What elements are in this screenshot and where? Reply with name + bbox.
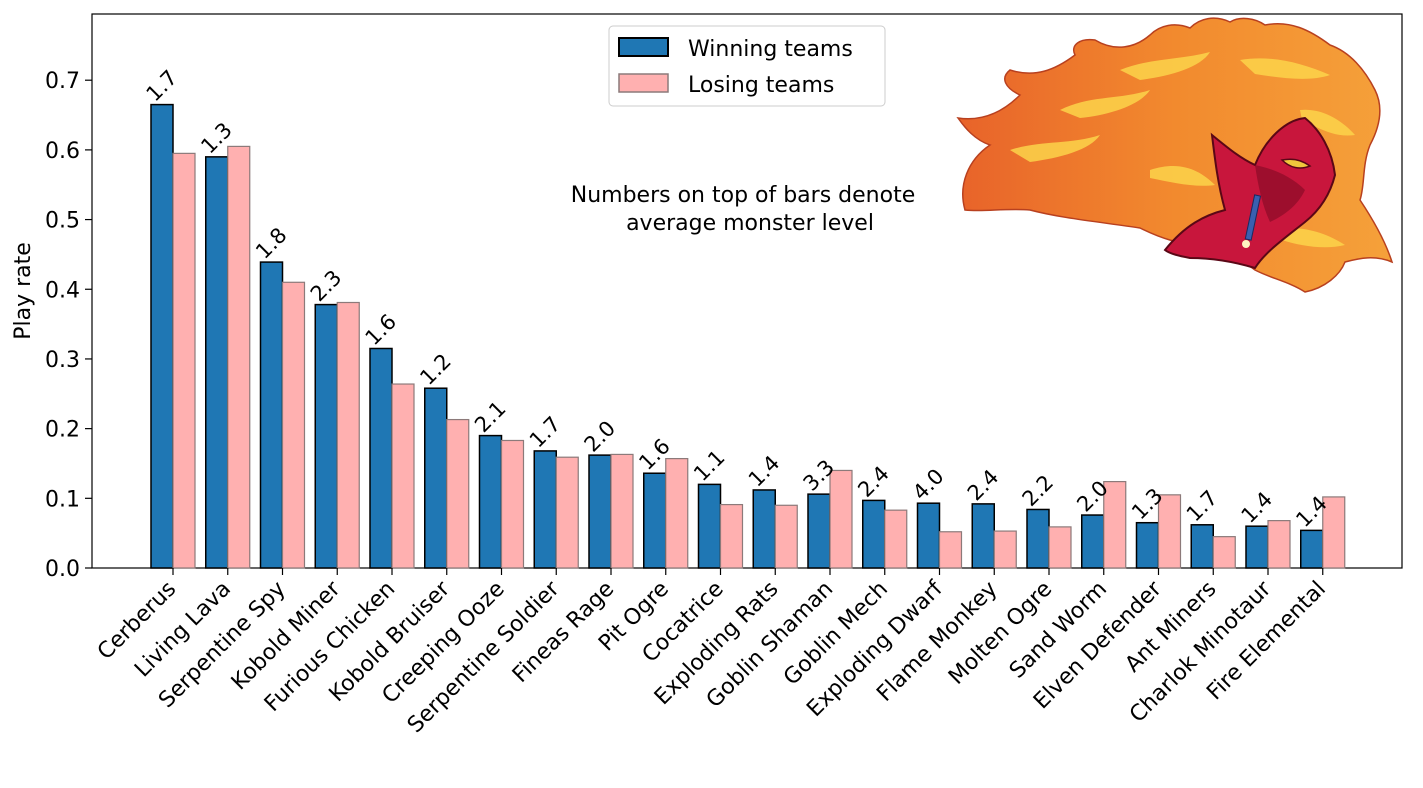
- demon-wand: [1244, 194, 1262, 241]
- bar-value-label: 2.2: [1018, 470, 1059, 511]
- bar-winning: [643, 472, 667, 569]
- bar-value-label: 1.1: [689, 445, 730, 486]
- bars: [150, 103, 1346, 569]
- bar-winning: [1135, 521, 1160, 569]
- bar-winning: [478, 434, 503, 569]
- bar-value-label: 1.6: [361, 309, 402, 350]
- y-tick-label: 0.4: [45, 278, 80, 303]
- bar-value-label: 1.4: [744, 451, 785, 492]
- bar-losing: [1212, 536, 1236, 569]
- bar-losing: [336, 301, 360, 569]
- fire-demon-illustration: [956, 17, 1394, 293]
- bar-losing: [719, 503, 744, 569]
- bar-winning: [1081, 514, 1105, 569]
- bar-value-label: 1.7: [525, 412, 566, 453]
- legend: Winning teams Losing teams: [608, 25, 886, 107]
- legend-swatch-losing: [618, 73, 669, 93]
- bar-winning: [752, 489, 776, 569]
- y-tick-label: 0.5: [45, 209, 80, 234]
- legend-box: [608, 25, 886, 107]
- bar-losing: [555, 456, 579, 569]
- y-tick-label: 0.1: [45, 487, 80, 512]
- annotation-line-2: average monster level: [626, 211, 874, 236]
- annotation-line-1: Numbers on top of bars denote: [571, 183, 915, 208]
- wand-spark: [1242, 240, 1250, 248]
- bar-winning: [150, 103, 174, 569]
- bar-losing: [446, 418, 470, 569]
- bar-winning: [1300, 529, 1324, 569]
- bar-losing: [1048, 526, 1072, 569]
- demon-body: [1163, 116, 1337, 270]
- bar-value-label: 1.2: [415, 349, 456, 390]
- bar-winning: [807, 493, 831, 569]
- bar-winning: [1026, 508, 1050, 569]
- y-axis-label: Play rate: [11, 242, 36, 340]
- plot-area: [91, 13, 1403, 569]
- bar-value-label: 2.4: [963, 465, 1004, 506]
- y-tick-label: 0.3: [45, 348, 80, 373]
- bar-winning: [697, 483, 722, 569]
- y-tick-label: 0.0: [45, 557, 80, 582]
- bar-value-label: 4.0: [908, 464, 949, 505]
- annotation-note: Numbers on top of bars denote average mo…: [571, 183, 915, 236]
- bar-losing: [610, 453, 634, 569]
- bar-losing: [500, 439, 525, 569]
- y-axis: 0.0 0.1 0.2 0.3 0.4 0.5 0.6 0.7: [45, 69, 92, 582]
- bar-winning: [1245, 525, 1269, 569]
- bar-losing: [938, 531, 963, 569]
- bar-losing: [1267, 520, 1291, 569]
- bar-losing: [172, 152, 196, 569]
- bar-winning: [916, 502, 941, 569]
- bar-value-label: 1.8: [251, 223, 292, 264]
- bar-winning: [424, 387, 448, 569]
- bar-winning: [205, 156, 229, 569]
- demon-eye: [1280, 158, 1312, 169]
- bar-value-label: 1.7: [142, 66, 183, 107]
- bar-winning: [314, 303, 338, 569]
- bar-value-label: 2.4: [853, 461, 894, 502]
- y-tick-label: 0.2: [45, 418, 80, 443]
- legend-label-winning: Winning teams: [688, 37, 853, 62]
- bar-winning: [862, 499, 886, 569]
- bar-losing: [227, 145, 251, 569]
- bar-value-label: 2.3: [306, 266, 347, 307]
- bar-value-label: 2.1: [470, 397, 511, 438]
- y-tick-label: 0.6: [45, 139, 80, 164]
- bar-losing: [829, 469, 853, 569]
- legend-label-losing: Losing teams: [688, 73, 834, 98]
- bar-winning: [533, 450, 557, 569]
- bar-losing: [884, 509, 908, 569]
- bar-losing: [1103, 480, 1127, 569]
- bar-winning: [588, 454, 612, 569]
- bar-losing: [993, 530, 1017, 569]
- bar-winning: [259, 261, 284, 569]
- bar-winning: [369, 347, 393, 569]
- bar-losing: [665, 457, 689, 569]
- flame-highlights: [1010, 52, 1355, 248]
- bar-winning: [971, 503, 995, 569]
- y-tick-label: 0.7: [45, 69, 80, 94]
- bar-losing: [1322, 496, 1346, 569]
- bar-losing: [1157, 494, 1182, 569]
- legend-swatch-winning: [618, 37, 669, 57]
- bar-losing: [391, 383, 415, 569]
- bar-winning: [1190, 524, 1214, 569]
- bar-losing: [281, 281, 306, 569]
- bar-losing: [774, 504, 798, 569]
- demon-face-shading: [1255, 165, 1305, 222]
- bar-value-label: 1.7: [1182, 486, 1223, 527]
- bar-value-label: 2.0: [580, 416, 621, 457]
